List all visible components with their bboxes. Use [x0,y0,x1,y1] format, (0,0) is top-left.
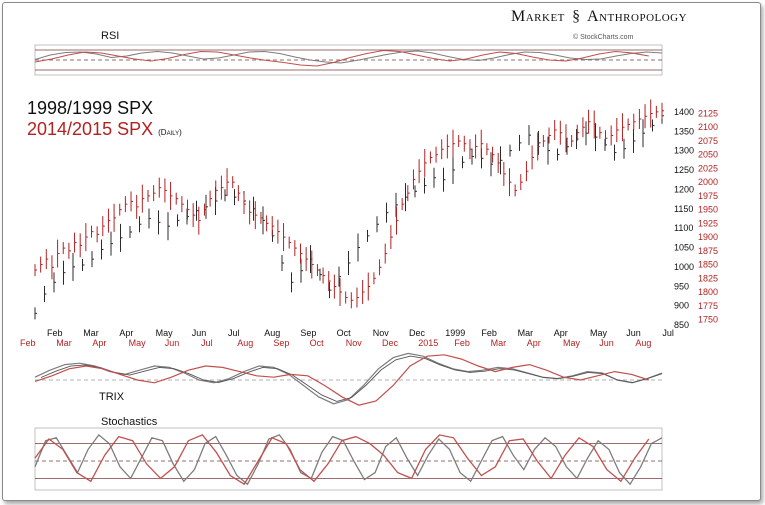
right-axis-tick-1800: 1800 [698,287,718,297]
xlabel-1998-10: Dec [409,328,426,338]
brand-name-right: Anthropology [587,8,688,25]
title-2014-label: 2014/2015 SPX [27,119,154,139]
right-axis-tick-2025: 2025 [698,163,718,173]
xlabel-2014-15: May [563,338,581,348]
xlabel-2014-16: Jun [599,338,614,348]
xlabel-1998-4: Jun [192,328,207,338]
xlabel-2014-6: Aug [237,338,253,348]
rsi-line-2014 [34,49,649,67]
xlabel-2014-5: Jul [201,338,213,348]
trix-signal-1998 [40,355,663,402]
xlabel-2014-11: 2015 [418,338,438,348]
xlabel-1998-8: Oct [337,328,352,338]
rsi-line-1998 [34,50,663,64]
title-1998: 1998/1999 SPX [27,98,154,118]
price-1998 [34,107,664,320]
right-axis-tick-1750: 1750 [698,315,718,325]
xlabel-1998-7: Sep [300,328,316,338]
xlabel-2014-12: Feb [454,338,470,348]
left-axis-tick-850: 850 [674,320,689,330]
xlabel-2014-8: Oct [310,338,325,348]
xlabel-2014-2: Apr [92,338,106,348]
xlabel-2014-0: Feb [20,338,36,348]
left-axis-tick-1150: 1150 [674,204,693,214]
xlabel-1998-9: Nov [373,328,390,338]
xlabel-1998-15: May [590,328,608,338]
right-axis-tick-1825: 1825 [698,273,718,283]
xlabel-1998-11: 1999 [445,328,465,338]
left-axis-tick-1050: 1050 [674,243,694,253]
left-axis-tick-1400: 1400 [674,107,694,117]
xlabel-1998-2: Apr [119,328,133,338]
left-axis-tick-900: 900 [674,301,689,311]
xlabel-2014-7: Sep [273,338,289,348]
right-axis-tick-2075: 2075 [698,136,718,146]
right-axis-tick-1925: 1925 [698,218,718,228]
xlabel-1998-17: Jul [662,328,674,338]
dna-helix-icon: § [572,8,581,25]
trix-line-1998 [34,352,663,405]
stockcharts-credit: © StockCharts.com [573,34,634,41]
left-axis-tick-1200: 1200 [674,184,694,194]
left-axis-tick-1000: 1000 [674,262,694,272]
stochastics-line-1998 [34,433,663,486]
right-axis-tick-1775: 1775 [698,301,718,311]
xlabel-2014-9: Nov [346,338,363,348]
stochastics-panel [34,427,663,491]
xlabel-2014-17: Aug [635,338,651,348]
xlabel-1998-13: Mar [518,328,534,338]
title-2014-note: (Daily) [158,128,182,137]
xlabel-2014-3: May [129,338,147,348]
xlabel-1998-6: Aug [264,328,280,338]
right-axis-tick-2100: 2100 [698,122,718,132]
right-axis-tick-2125: 2125 [698,108,718,118]
left-axis-tick-950: 950 [674,281,689,291]
trix-line-2014 [34,354,649,406]
left-axis-tick-1250: 1250 [674,165,694,175]
xlabel-2014-10: Dec [382,338,399,348]
right-axis-tick-1875: 1875 [698,246,718,256]
price-2014 [34,99,664,309]
brand-name-left: Market [511,8,565,25]
stochastics-line-2014 [34,434,650,486]
left-axis-tick-1350: 1350 [674,126,694,136]
right-axis-tick-1850: 1850 [698,260,718,270]
title-2014: 2014/2015 SPX (Daily) [27,119,182,140]
rsi-title: RSI [101,30,119,42]
right-axis-tick-1975: 1975 [698,191,718,201]
xlabel-1998-3: May [156,328,174,338]
right-axis-tick-2000: 2000 [698,177,718,187]
xlabel-2014-1: Mar [56,338,72,348]
brand-logo: Market § Anthropology [511,8,687,26]
stochastics-title: Stochastics [101,416,158,428]
right-axis-tick-1900: 1900 [698,232,718,242]
xlabel-2014-4: Jun [165,338,180,348]
xlabel-1998-14: Apr [554,328,568,338]
xlabel-1998-1: Mar [83,328,99,338]
xlabel-1998-5: Jul [228,328,240,338]
xlabel-1998-0: Feb [47,328,63,338]
left-axis-tick-1100: 1100 [674,223,693,233]
right-axis-tick-2050: 2050 [698,150,718,160]
xlabel-1998-12: Feb [481,328,497,338]
xlabel-2014-13: Mar [491,338,507,348]
right-axis-tick-1950: 1950 [698,205,718,215]
xlabel-2014-14: Apr [527,338,541,348]
xlabel-1998-16: Jun [626,328,641,338]
left-axis-tick-1300: 1300 [674,146,694,156]
trix-title: TRIX [99,391,125,403]
